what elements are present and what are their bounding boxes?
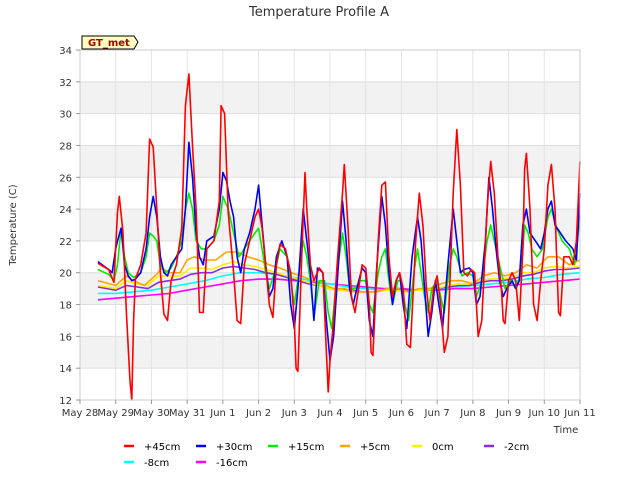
annotation-label: GT_met (88, 38, 130, 49)
legend-label: -16cm (216, 458, 248, 469)
x-tick-label: May 28 (62, 408, 99, 419)
y-tick-label: 16 (59, 332, 72, 343)
legend-item--2cm: -2cm (484, 442, 529, 453)
x-tick-label: Jun 6 (388, 408, 414, 419)
x-tick-label: Jun 7 (424, 408, 450, 419)
legend-label: -8cm (144, 458, 169, 469)
legend-label: +5cm (360, 442, 390, 453)
y-tick-label: 32 (59, 78, 72, 89)
legend-label: -2cm (504, 442, 529, 453)
y-tick-label: 18 (59, 301, 72, 312)
legend-label: +15cm (288, 442, 324, 453)
y-tick-label: 26 (59, 173, 72, 184)
x-tick-label: Jun 10 (528, 408, 561, 419)
y-tick-label: 12 (59, 396, 72, 407)
series-line-+45cm (97, 73, 581, 401)
x-tick-label: May 30 (133, 408, 170, 419)
x-tick-label: May 31 (169, 408, 206, 419)
y-axis-ticks: 12 14 16 18 20 22 24 26 28 30 32 34 (59, 46, 80, 407)
x-tick-label: Jun 5 (352, 408, 378, 419)
y-axis-label: Temperature (C) (8, 184, 19, 266)
legend-item-+45cm: +45cm (124, 442, 180, 453)
y-tick-label: 22 (59, 237, 72, 248)
series-lines (97, 73, 581, 401)
x-axis-ticks: May 28 May 29 May 30 May 31 Jun 1 Jun 2 Jun 3 J… (62, 400, 596, 419)
series-line-+5cm (97, 251, 581, 293)
annotation-shape (81, 35, 139, 50)
x-tick-label: Jun 2 (245, 408, 271, 419)
y-tick-label: 24 (59, 205, 72, 216)
x-tick-label: Jun 9 (495, 408, 521, 419)
x-tick-label: Jun 8 (459, 408, 485, 419)
x-tick-label: May 29 (97, 408, 134, 419)
legend-item-+5cm: +5cm (340, 442, 390, 453)
legend-item--8cm: -8cm (124, 458, 169, 469)
legend-item-+15cm: +15cm (268, 442, 324, 453)
x-tick-label: Jun 11 (563, 408, 596, 419)
legend-item--16cm: -16cm (196, 458, 248, 469)
legend-label: +45cm (144, 442, 180, 453)
y-tick-label: 14 (59, 364, 72, 375)
series-line-+30cm (97, 141, 581, 361)
x-tick-label: Jun 3 (281, 408, 307, 419)
legend-label: 0cm (432, 442, 454, 453)
x-tick-label: Jun 1 (209, 408, 235, 419)
y-tick-label: 34 (59, 46, 72, 57)
legend-item-+30cm: +30cm (196, 442, 252, 453)
chart-title: Temperature Profile A (248, 5, 389, 20)
legend-item-0cm: 0cm (412, 442, 454, 453)
y-tick-label: 20 (59, 269, 72, 280)
y-tick-label: 28 (59, 141, 72, 152)
x-axis-label: Time (553, 425, 578, 436)
legend-label: +30cm (216, 442, 252, 453)
annotation-box: GT_met (81, 35, 139, 50)
series-line-0cm (97, 260, 581, 293)
x-tick-label: Jun 4 (316, 408, 342, 419)
legend: +45cm +30cm +15cm +5cm 0cm -2cm -8cm -16cm (124, 442, 529, 469)
y-tick-label: 30 (59, 110, 72, 121)
